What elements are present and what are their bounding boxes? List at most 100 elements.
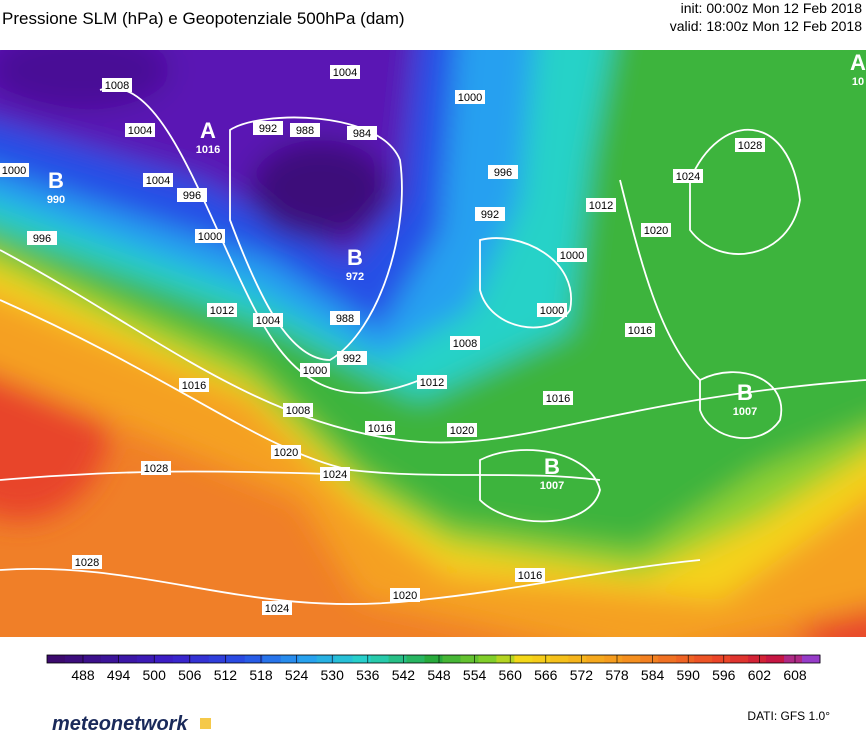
colorbar-segment: [568, 655, 587, 663]
colorbar-segment: [298, 655, 318, 663]
colorbar-label: 554: [463, 667, 487, 683]
colorbar-label: 560: [499, 667, 523, 683]
colorbar-segment: [118, 655, 138, 663]
isobar-label-box: [143, 173, 173, 187]
isobar-label: 1012: [420, 377, 444, 389]
isobar-label-box: [27, 231, 57, 245]
isobar-label: 1020: [450, 425, 474, 437]
isobar-label-box: [290, 123, 320, 137]
isobar-label-box: [102, 78, 132, 92]
colorbar-segment: [586, 655, 605, 663]
isobar-label-box: [195, 229, 225, 243]
colorbar-segment: [388, 655, 408, 663]
isobar-label-box: [179, 378, 209, 392]
isobar-label-box: [262, 601, 292, 615]
isobar-label-box: [641, 223, 671, 237]
colorbar-label: 488: [71, 667, 95, 683]
isobar-label-box: [141, 461, 171, 475]
isobar-label: 1024: [676, 171, 700, 183]
isobar-label-box: [347, 126, 377, 140]
isobar-label-box: [390, 588, 420, 602]
isobar-label-box: [447, 423, 477, 437]
colorbar-label: 602: [748, 667, 772, 683]
isobar-label-box: [207, 303, 237, 317]
colorbar-label: 500: [143, 667, 167, 683]
colorbar-label: 542: [392, 667, 416, 683]
isobar-label: 1028: [75, 557, 99, 569]
colorbar-segment: [100, 655, 120, 663]
colorbar-segment: [262, 655, 282, 663]
isobar-label: 988: [336, 313, 354, 325]
colorbar-segment: [190, 655, 210, 663]
valid-time: valid: 18:00z Mon 12 Feb 2018: [670, 18, 862, 34]
isobar-label-box: [337, 351, 367, 365]
colorbar-segment: [478, 655, 497, 663]
isobar-label-box: [365, 421, 395, 435]
isobar-label-box: [0, 163, 29, 177]
isobar-label: 1020: [644, 225, 668, 237]
isobar-label-box: [320, 467, 350, 481]
logo-square: [200, 718, 211, 729]
isobar-label: 1016: [368, 423, 392, 435]
center-value: 990: [47, 194, 65, 206]
isobar-label: 1008: [105, 80, 129, 92]
isobar-label: 1016: [518, 570, 542, 582]
isobar-label-box: [625, 323, 655, 337]
colorbar-label: 548: [427, 667, 451, 683]
colorbar-segment: [460, 655, 479, 663]
colorbar-segment: [172, 655, 192, 663]
center-letter: B: [48, 168, 64, 193]
isobar-label-box: [253, 313, 283, 327]
isobar-label-box: [515, 568, 545, 582]
colorbar-segment: [532, 655, 551, 663]
center-letter: B: [737, 380, 753, 405]
colorbar-segment: [712, 655, 731, 663]
isobar-label: 1000: [2, 165, 26, 177]
colorbar-label: 572: [570, 667, 594, 683]
isobar-label-box: [488, 165, 518, 179]
isobar-label: 1004: [128, 125, 152, 137]
isobar-label: 992: [259, 123, 277, 135]
colorbar-label: 494: [107, 667, 131, 683]
isobar-label-box: [283, 403, 313, 417]
colorbar-segment: [766, 655, 785, 663]
isobar-label: 1028: [738, 140, 762, 152]
colorbar-segment: [280, 655, 300, 663]
isobar-label-box: [330, 311, 360, 325]
center-value: 972: [346, 271, 364, 283]
isobar-label-box: [557, 248, 587, 262]
isobar-label: 992: [343, 353, 361, 365]
isobar-label: 1016: [182, 380, 206, 392]
colorbar-label: 608: [783, 667, 807, 683]
colorbar-label: 518: [249, 667, 273, 683]
isobar-label: 984: [353, 128, 371, 140]
colorbar-label: 596: [712, 667, 736, 683]
colorbar-segment: [604, 655, 623, 663]
colorbar-segment: [730, 655, 749, 663]
colorbar-frame: [46, 654, 821, 664]
isobar-label: 1020: [393, 590, 417, 602]
isobar-label: 1008: [453, 338, 477, 350]
center-value: 1007: [540, 480, 564, 492]
isobar-label-box: [735, 138, 765, 152]
isobar-label: 1024: [323, 469, 347, 481]
colorbar-segment: [442, 655, 461, 663]
colorbar-segment: [496, 655, 515, 663]
colorbar-segment: [136, 655, 156, 663]
isobar-label-box: [475, 207, 505, 221]
isobar-label-box: [586, 198, 616, 212]
colorbar-segment: [64, 655, 84, 663]
center-value: 10: [852, 76, 864, 88]
colorbar-segment: [514, 655, 533, 663]
center-value: 1007: [733, 406, 757, 418]
colorbar-segment: [154, 655, 174, 663]
colorbar-label: 584: [641, 667, 665, 683]
isobar-label-box: [271, 445, 301, 459]
map: [0, 50, 866, 637]
isobar-label: 988: [296, 125, 314, 137]
isobar-label: 1028: [144, 463, 168, 475]
colorbar-segment: [676, 655, 695, 663]
isobar-label: 1012: [210, 305, 234, 317]
isobar-label-box: [177, 188, 207, 202]
colorbar-segment: [748, 655, 767, 663]
